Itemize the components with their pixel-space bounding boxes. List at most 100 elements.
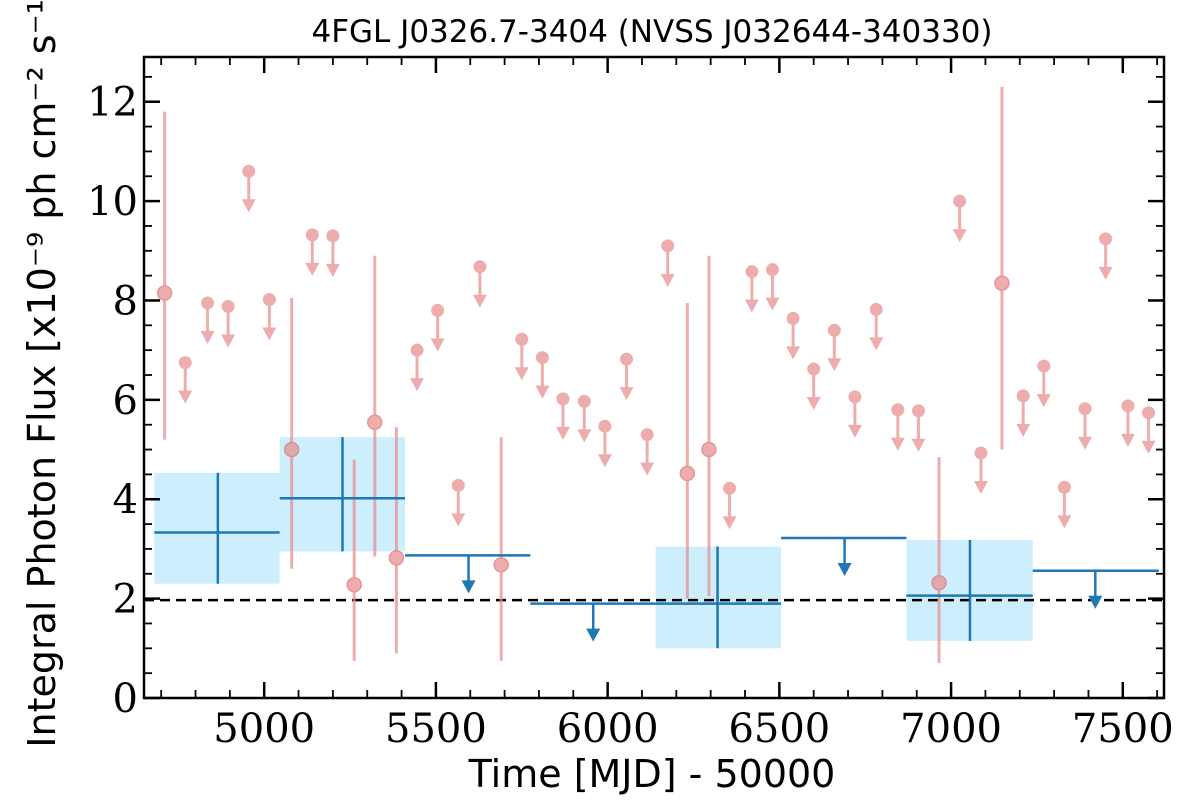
short-bin-limit-arrowhead [472, 294, 487, 308]
short-bin-point [679, 465, 696, 482]
short-bin-limit-arrowhead [1078, 436, 1093, 450]
short-bin-limit-arrowhead [597, 454, 612, 468]
short-bin-limit-arrowhead [640, 462, 655, 476]
y-tick-label: 2 [113, 577, 138, 623]
x-tick-label: 6000 [557, 706, 659, 752]
short-bin-upper-limit [178, 356, 193, 404]
short-bin-limit-arrowhead [1016, 423, 1031, 437]
short-bin-upper-limit [451, 478, 466, 527]
long-bin-limit-arrowhead [461, 580, 476, 594]
short-bin-upper-limit [1036, 359, 1051, 408]
short-bin-limit-arrowhead [305, 262, 320, 276]
short-bin-upper-limit [221, 299, 236, 348]
short-bin-upper-limit [806, 362, 821, 411]
short-bin-limit-arrowhead [765, 297, 780, 311]
short-bin-detection [283, 297, 300, 569]
short-bin-detection [701, 255, 717, 597]
short-bin-points [156, 86, 1156, 664]
short-bin-upper-limit [660, 239, 675, 287]
short-bin-detection [367, 255, 383, 557]
long-bin-limit-arrowhead [1088, 595, 1103, 609]
short-bin-upper-limit [973, 446, 988, 495]
long-bin-upper-limit [781, 536, 907, 576]
short-bin-upper-limit [640, 428, 655, 476]
short-bin-upper-limit [847, 390, 862, 438]
short-bin-upper-limit [1098, 232, 1113, 280]
short-bin-upper-limit [535, 351, 550, 399]
short-bin-limit-arrowhead [555, 426, 570, 440]
short-bin-limit-arrowhead [1036, 394, 1051, 408]
x-tick-labels: 5000 5500 6000 6500 7000 7500 [213, 706, 1173, 752]
short-bin-upper-limit [305, 228, 320, 276]
short-bin-upper-limit [577, 394, 592, 443]
short-bin-limit-arrowhead [577, 429, 592, 443]
short-bin-detection [493, 437, 509, 661]
short-bin-upper-limit [619, 352, 634, 401]
x-tick-label: 7500 [1072, 706, 1174, 752]
short-bin-limit-arrowhead [973, 481, 988, 495]
short-bin-limit-arrowhead [1098, 266, 1113, 280]
short-bin-detection [994, 86, 1010, 450]
short-bin-point [388, 550, 405, 566]
short-bin-upper-limit [890, 403, 905, 451]
short-bin-limit-arrowhead [451, 513, 466, 527]
short-bin-upper-limit [1141, 406, 1156, 454]
short-bin-limit-arrowhead [847, 424, 862, 438]
short-bin-limit-arrowhead [410, 378, 425, 392]
short-bin-upper-limit [472, 260, 487, 308]
short-bin-limit-arrowhead [806, 397, 821, 411]
short-bin-limit-arrowhead [722, 516, 737, 530]
short-bin-limit-arrowhead [325, 263, 340, 277]
long-bin-detection [655, 546, 782, 649]
short-bin-limit-arrowhead [619, 387, 634, 401]
short-bin-detection [931, 457, 947, 664]
short-bin-upper-limit [555, 392, 570, 440]
long-bin-upper-limit [530, 602, 656, 642]
short-bin-detection [346, 459, 362, 661]
short-bin-limit-arrowhead [890, 437, 905, 451]
plot-frame [142, 55, 1166, 700]
short-bin-limit-arrowhead [660, 273, 675, 287]
x-tick-label: 5500 [385, 706, 487, 752]
short-bin-upper-limit [1016, 389, 1031, 437]
short-bin-limit-arrowhead [262, 327, 277, 341]
short-bin-point [283, 441, 300, 458]
short-bin-detection [388, 427, 405, 654]
short-bin-upper-limit [410, 343, 425, 392]
short-bin-upper-limit [597, 419, 612, 468]
short-bin-limit-arrowhead [827, 358, 842, 372]
short-bin-upper-limit [911, 404, 926, 452]
short-bin-upper-limit [514, 332, 529, 381]
y-tick-label: 12 [87, 80, 138, 126]
long-bin-detection [279, 437, 406, 552]
short-bin-point [346, 576, 362, 593]
long-bin-detection [154, 472, 280, 584]
long-bin-upper-limit [1032, 569, 1159, 609]
short-bin-upper-limit [952, 194, 967, 243]
short-bin-upper-limit [765, 263, 780, 311]
axis-ticks [144, 57, 1164, 700]
short-bin-limit-arrowhead [952, 229, 967, 243]
short-bin-point [156, 285, 173, 301]
long-bin-limit-arrowhead [586, 628, 601, 642]
long-bin-points [154, 437, 1159, 649]
short-bin-limit-arrowhead [178, 390, 193, 404]
short-bin-upper-limit [1078, 402, 1093, 450]
y-axis-label: Integral Photon Flux [x10⁻⁹ ph cm⁻² s⁻¹] [20, 0, 64, 748]
short-bin-limit-arrowhead [241, 199, 256, 213]
short-bin-upper-limit [200, 296, 215, 344]
short-bin-limit-arrowhead [744, 299, 759, 313]
short-bin-upper-limit [1120, 399, 1135, 447]
short-bin-detection [679, 302, 696, 599]
y-tick-label: 0 [113, 676, 138, 722]
x-tick-label: 7000 [900, 706, 1002, 752]
x-tick-label: 6500 [728, 706, 830, 752]
short-bin-limit-arrowhead [1141, 440, 1156, 454]
long-bin-limit-arrowhead [837, 562, 852, 576]
y-tick-labels: 0 2 4 6 8 10 12 [87, 80, 138, 722]
short-bin-limit-arrowhead [514, 367, 529, 381]
short-bin-point [493, 557, 509, 573]
short-bin-upper-limit [786, 311, 801, 360]
y-tick-label: 6 [113, 378, 138, 424]
